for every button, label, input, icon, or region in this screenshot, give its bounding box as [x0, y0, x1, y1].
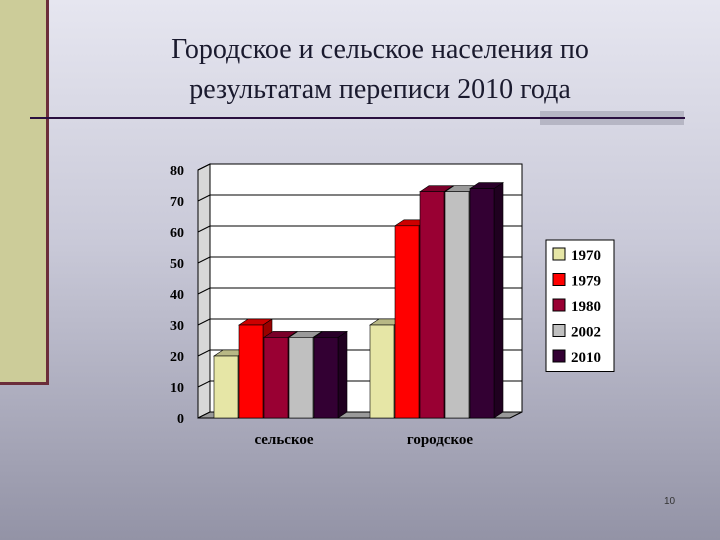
title-line-1: Городское и сельское населения по: [171, 34, 589, 65]
gridline-side: [197, 318, 211, 326]
y-tick-label: 10: [170, 381, 184, 396]
legend-label: 2002: [571, 325, 601, 341]
y-tick-label: 20: [170, 350, 184, 365]
y-tick-label: 30: [170, 319, 184, 334]
legend-swatch: [552, 298, 566, 312]
legend-label: 1970: [571, 248, 601, 264]
legend-label: 1979: [571, 274, 601, 290]
bar: [213, 355, 239, 419]
gridline-side: [197, 256, 211, 264]
legend-swatch: [552, 273, 566, 286]
gridline-side: [197, 287, 211, 295]
gridline-side: [197, 349, 211, 357]
title-rule: [30, 117, 685, 119]
bar: [313, 337, 339, 419]
slide-title: Городское и сельское населения по резуль…: [70, 30, 690, 110]
legend-swatch: [552, 324, 566, 337]
gridline-side: [197, 225, 211, 233]
title-line-2: результатам переписи 2010 года: [189, 74, 571, 105]
bar: [238, 324, 264, 419]
bar: [469, 188, 495, 419]
x-category-label: городское: [407, 432, 474, 448]
bar-side: [493, 182, 504, 419]
legend-swatch: [552, 247, 566, 261]
page-number: 10: [664, 496, 676, 507]
bar: [369, 324, 395, 419]
y-tick-label: 40: [170, 288, 184, 303]
bar: [444, 191, 470, 419]
y-tick-label: 60: [170, 226, 184, 241]
gridline-side: [197, 194, 211, 202]
side-accent-bar: [0, 0, 49, 385]
bar: [394, 225, 420, 419]
bar-side: [337, 330, 348, 419]
legend-label: 2010: [571, 350, 601, 366]
y-tick-label: 70: [170, 195, 184, 210]
bar: [263, 337, 289, 419]
gridline-side: [197, 163, 211, 171]
legend-label: 1980: [571, 299, 601, 315]
legend-swatch: [552, 349, 566, 363]
bar: [419, 191, 445, 419]
gridline-side: [197, 380, 211, 388]
bar: [288, 337, 314, 419]
y-tick-label: 80: [170, 164, 184, 179]
x-category-label: сельское: [254, 432, 313, 448]
y-tick-label: 50: [170, 257, 184, 272]
y-tick-label: 0: [177, 412, 184, 427]
